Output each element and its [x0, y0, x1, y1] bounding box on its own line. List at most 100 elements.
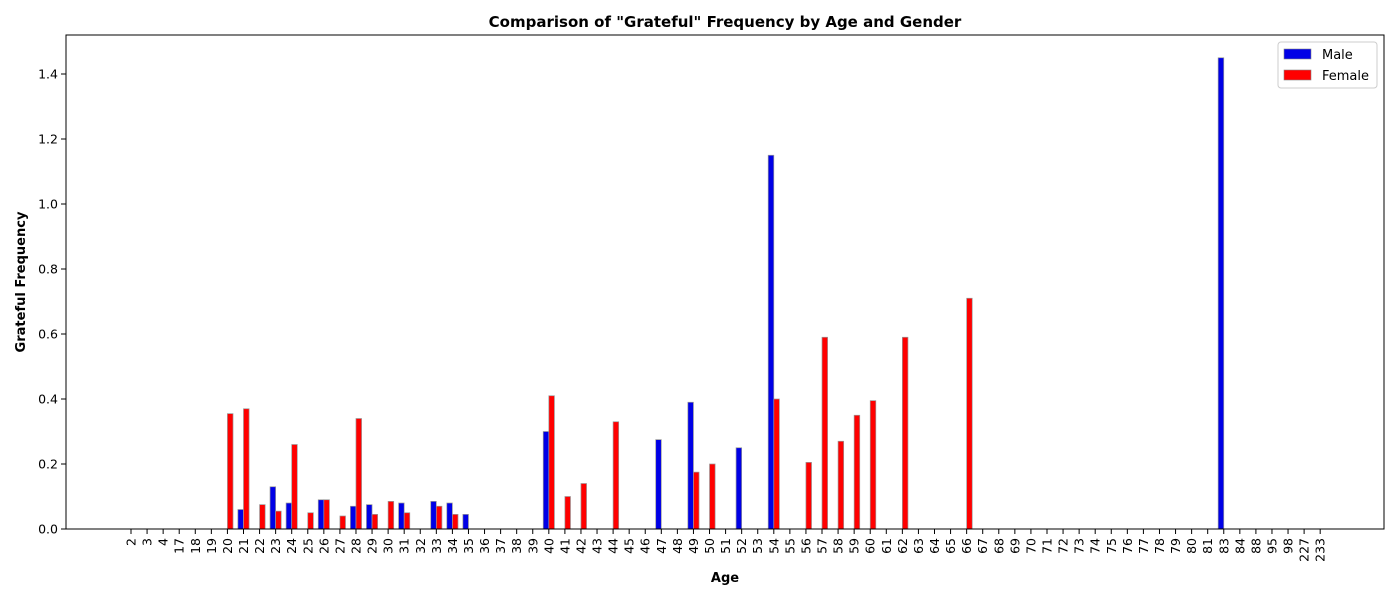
bar-female-age-62: [902, 336, 909, 530]
x-tick-label: 65: [943, 538, 958, 554]
y-tick-label: 0.8: [38, 262, 58, 277]
legend-swatch-male: [1283, 48, 1312, 60]
x-tick-label: 49: [686, 538, 701, 554]
legend: Male Female: [1277, 41, 1378, 89]
bar-female-age-31: [403, 512, 411, 530]
x-tick-label: 23: [268, 538, 283, 554]
x-tick-label: 56: [798, 538, 813, 554]
legend-label-female: Female: [1322, 69, 1369, 84]
x-tick-label: 98: [1281, 538, 1296, 554]
x-tick-label: 19: [204, 538, 219, 554]
x-tick-label: 67: [975, 538, 990, 554]
x-tick-label: 21: [236, 538, 251, 554]
x-tick-label: 83: [1216, 538, 1231, 554]
bar-female-age-21: [243, 408, 250, 530]
x-tick-label: 24: [284, 538, 299, 554]
x-tick-label: 31: [397, 538, 412, 554]
x-tick-label: 45: [622, 538, 637, 554]
bar-female-age-30: [387, 501, 395, 530]
x-tick-label: 64: [927, 538, 942, 554]
bar-female-age-28: [355, 418, 362, 530]
x-tick-label: 54: [766, 538, 781, 554]
x-tick-label: 58: [831, 538, 846, 554]
x-tick-label: 227: [1297, 538, 1312, 562]
x-tick-label: 20: [220, 538, 235, 554]
x-tick-label: 57: [815, 538, 830, 554]
bar-female-age-57: [821, 336, 828, 530]
x-tick-label: 33: [429, 538, 444, 554]
x-tick-label: 52: [734, 538, 749, 554]
x-tick-label: 40: [541, 538, 556, 554]
bar-male-age-83: [1217, 57, 1225, 530]
x-axis: 2 3 4 17 18 19 20 21 22 23 24 25 26 27 28 29 30 31 32 33 34 3…: [124, 529, 1328, 562]
x-tick-label: 66: [959, 538, 974, 554]
x-tick-label: 80: [1184, 538, 1199, 554]
bar-female-age-23: [275, 510, 282, 530]
x-tick-label: 81: [1200, 538, 1215, 554]
x-tick-label: 4: [156, 538, 171, 546]
bar-male-age-29: [366, 504, 373, 530]
y-tick-label: 0.2: [38, 457, 58, 472]
x-tick-label: 69: [1007, 538, 1022, 554]
x-tick-label: 39: [525, 538, 540, 554]
y-tick-label: 0.4: [38, 392, 58, 407]
x-tick-label: 37: [493, 538, 508, 554]
bar-male-age-47: [655, 439, 662, 530]
y-tick-label: 1.4: [38, 67, 58, 82]
x-tick-label: 42: [573, 538, 588, 554]
bar-female-age-33: [435, 505, 443, 530]
x-tick-label: 75: [1104, 538, 1119, 554]
bar-male-age-28: [350, 505, 357, 530]
x-tick-label: 50: [702, 538, 717, 554]
bar-male-age-54: [767, 154, 775, 530]
bar-female-age-40: [548, 395, 555, 530]
x-tick-label: 88: [1248, 538, 1263, 554]
bar-female-age-24: [291, 444, 298, 530]
x-tick-label: 17: [172, 538, 187, 554]
x-tick-label: 60: [863, 538, 878, 554]
x-tick-label: 71: [1039, 538, 1054, 554]
x-tick-label: 44: [606, 538, 621, 554]
x-tick-label: 95: [1264, 538, 1279, 554]
x-tick-label: 62: [895, 538, 910, 554]
x-tick-label: 73: [1072, 538, 1087, 554]
x-tick-label: 68: [991, 538, 1006, 554]
legend-swatch-female: [1283, 69, 1312, 81]
x-tick-label: 25: [300, 538, 315, 554]
bar-female-age-29: [371, 514, 378, 530]
x-tick-label: 27: [332, 538, 347, 554]
x-tick-label: 78: [1152, 538, 1167, 554]
y-tick-label: 1.0: [38, 197, 58, 212]
bar-female-age-25: [307, 512, 314, 530]
x-tick-label: 79: [1168, 538, 1183, 554]
x-tick-label: 48: [670, 538, 685, 554]
x-tick-label: 72: [1056, 538, 1071, 554]
x-tick-label: 2: [124, 538, 139, 546]
y-tick-label: 0.0: [38, 522, 58, 537]
x-tick-label: 35: [461, 538, 476, 554]
bar-female-age-50: [709, 463, 716, 530]
bar-female-age-58: [837, 440, 845, 530]
bar-female-age-59: [853, 414, 861, 530]
bar-female-age-27: [339, 515, 346, 530]
x-tick-label: 76: [1120, 538, 1135, 554]
bar-male-age-34: [446, 502, 453, 530]
bar-male-age-35: [462, 514, 469, 530]
bar-female-age-54: [773, 398, 780, 530]
bar-female-age-44: [612, 421, 620, 530]
x-tick-label: 38: [509, 538, 524, 554]
bar-male-age-49: [687, 401, 694, 530]
chart-title: Comparison of "Grateful" Frequency by Ag…: [489, 13, 962, 31]
x-tick-label: 32: [413, 538, 428, 554]
bar-male-age-23: [269, 486, 276, 530]
bar-male-age-52: [735, 447, 743, 530]
bar-female-age-42: [580, 483, 587, 530]
bar-female-age-49: [693, 471, 700, 530]
bar-male-age-26: [317, 499, 325, 530]
x-tick-label: 26: [316, 538, 331, 554]
x-tick-label: 46: [638, 538, 653, 554]
plot-frame: [65, 34, 1385, 530]
x-tick-label: 233: [1313, 538, 1328, 562]
bar-female-age-60: [869, 400, 877, 530]
